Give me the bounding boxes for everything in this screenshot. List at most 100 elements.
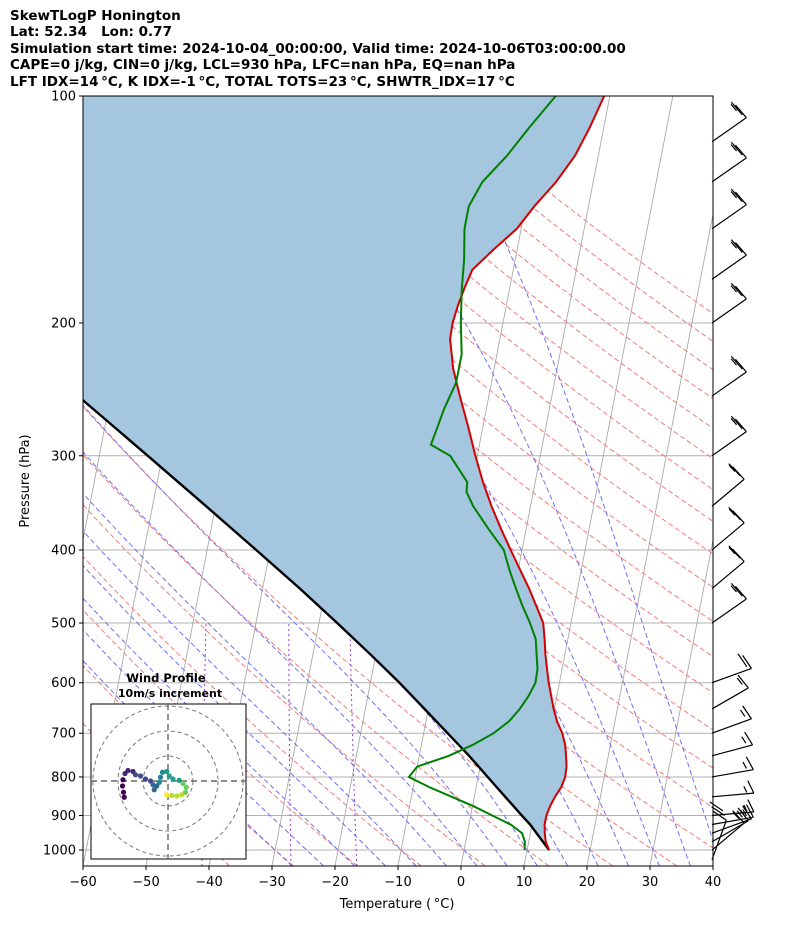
hodograph-subtitle: 10m/s increment — [118, 687, 222, 700]
wind-barb-feather — [734, 144, 747, 159]
wind-barb-feather — [742, 705, 752, 720]
hodograph-point — [183, 784, 189, 790]
wind-barb-feather — [730, 239, 743, 253]
wind-barb-feather — [744, 731, 754, 746]
y-axis-label: Pressure (hPa) — [18, 434, 33, 527]
wind-barb-staff — [711, 718, 752, 734]
wind-barb — [711, 780, 755, 798]
dry-adiabat-line — [83, 313, 713, 849]
hodograph-point — [151, 787, 157, 793]
y-tick-label: 1000 — [43, 844, 76, 859]
hodograph-point — [166, 773, 172, 779]
wind-barb-staff — [711, 561, 745, 589]
wind-barb-half-feather — [736, 677, 743, 685]
wind-barb — [711, 756, 754, 778]
x-tick-label: 40 — [705, 875, 722, 890]
wind-barb-staff — [711, 371, 747, 397]
wind-barb-feather — [734, 104, 747, 119]
wind-barb-feather — [728, 506, 741, 521]
x-tick-label: 20 — [579, 875, 596, 890]
wind-barb-half-feather — [730, 191, 738, 199]
wind-barb-feather — [730, 356, 743, 370]
wind-barb-staff — [711, 792, 754, 798]
y-tick-label: 800 — [51, 770, 76, 785]
wind-barb-staff — [711, 522, 745, 551]
wind-barb-half-feather — [730, 241, 738, 249]
x-tick-label: 0 — [457, 875, 465, 890]
convective-parameters: CAPE=0 j/kg, CIN=0 j/kg, LCL=930 hPa, LF… — [10, 57, 516, 74]
hodograph-point — [176, 777, 182, 783]
moist-adiabat-line — [83, 492, 447, 866]
hodograph-point — [154, 783, 160, 789]
isotherm-line — [712, 863, 713, 866]
wind-barb-staff — [711, 298, 747, 324]
wind-barb-feather — [732, 810, 745, 824]
dry-adiabat-line — [301, 96, 713, 429]
hodograph-title: Wind Profile — [126, 671, 206, 685]
hodograph-point — [147, 778, 154, 784]
wind-barb-feather — [734, 242, 747, 256]
x-tick-label: −40 — [195, 875, 222, 890]
dry-adiabat-line — [170, 96, 713, 555]
moist-adiabat-line — [83, 350, 538, 866]
hodograph-point — [120, 777, 126, 783]
wind-barb-feather — [709, 801, 724, 812]
hodograph-point — [179, 792, 185, 798]
wind-barb-feather — [737, 653, 748, 668]
wind-barb-staff — [711, 204, 747, 230]
x-tick-label: −30 — [258, 875, 285, 890]
wind-barb-staff — [711, 769, 754, 778]
wind-barb-staff — [711, 598, 747, 624]
x-axis-label: Temperature ( °C) — [339, 897, 455, 912]
isotherm-line — [649, 537, 713, 866]
wind-barb-staff — [711, 816, 754, 826]
hodograph-point — [142, 776, 149, 782]
dry-adiabat-line — [203, 96, 713, 522]
wind-barb-staff — [711, 687, 749, 710]
wind-barb-feather — [732, 510, 745, 524]
wind-barb-feather — [747, 799, 755, 813]
wind-barb-half-feather — [743, 786, 748, 793]
wind-barb-staff — [711, 478, 745, 507]
y-tick-label: 600 — [51, 676, 76, 691]
wind-barb — [711, 545, 745, 589]
wind-barb-feather — [734, 191, 747, 206]
wind-barb-feather — [734, 585, 747, 600]
mixing-ratio-line — [349, 622, 358, 866]
hodograph-point — [182, 789, 189, 795]
wind-barb-feather — [730, 101, 743, 116]
wind-barb-half-feather — [728, 508, 736, 516]
hodograph-point — [120, 789, 127, 795]
wind-barb — [711, 653, 752, 684]
wind-barb — [711, 415, 747, 457]
hodograph-point — [121, 794, 127, 800]
y-tick-label: 700 — [51, 727, 76, 742]
wind-barb-feather — [732, 466, 745, 480]
moist-adiabat-line — [83, 451, 478, 866]
wind-barb — [711, 799, 755, 817]
wind-barb-feather — [730, 282, 743, 297]
wind-barb-feather — [734, 418, 747, 433]
parcel-profile-line — [83, 398, 551, 851]
wind-barb-half-feather — [743, 804, 748, 812]
wind-barb-feather — [742, 655, 752, 669]
wind-barb — [711, 282, 747, 324]
cin-shading — [83, 96, 605, 850]
moist-adiabat-line — [83, 597, 355, 866]
y-tick-label: 400 — [51, 543, 76, 558]
hodograph-point — [125, 767, 131, 774]
wind-barb-staff — [711, 117, 747, 143]
wind-barb-half-feather — [730, 104, 738, 112]
wind-barb-half-feather — [730, 358, 738, 366]
x-tick-label: 30 — [642, 875, 659, 890]
hodograph-point — [119, 783, 126, 789]
x-tick-label: −60 — [69, 875, 96, 890]
wind-barb-staff — [711, 744, 753, 757]
wind-barb-half-feather — [742, 761, 747, 769]
wind-barb-feather — [730, 415, 743, 430]
dry-adiabat-line — [83, 609, 358, 866]
wind-barb — [711, 805, 752, 834]
hodograph-point — [164, 768, 170, 775]
x-tick-label: −10 — [384, 875, 411, 890]
